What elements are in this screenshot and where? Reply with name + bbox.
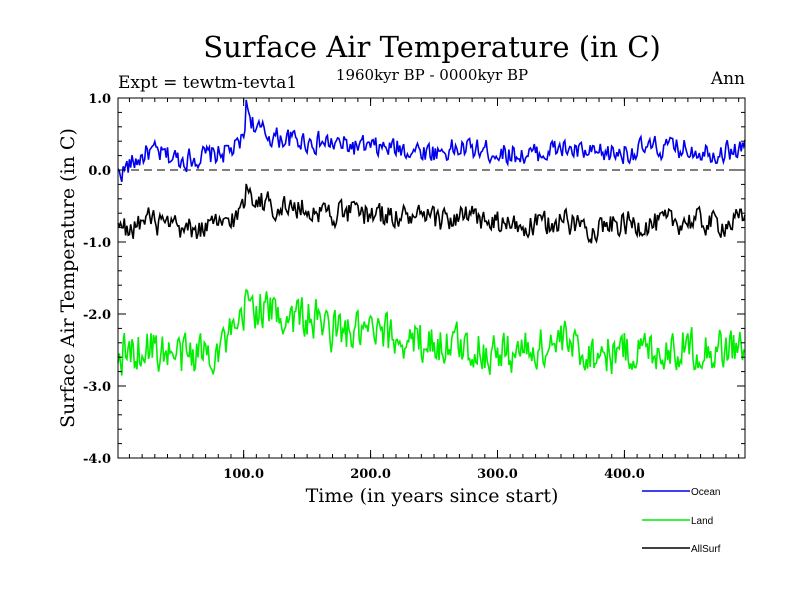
series-line-land: [117, 288, 745, 376]
legend-label-ocean: Ocean: [691, 487, 720, 498]
x-tick-label: 300.0: [477, 467, 518, 482]
series-line-allsurf: [117, 183, 746, 244]
series-line-ocean: [117, 99, 746, 183]
chart-subtitle: 1960kyr BP - 0000kyr BP: [336, 66, 528, 84]
legend-label-allsurf: AllSurf: [691, 544, 721, 555]
y-tick-label: -4.0: [83, 452, 111, 467]
chart-title: Surface Air Temperature (in C): [203, 30, 661, 64]
y-tick-label: -1.0: [83, 236, 111, 251]
y-tick-label: 1.0: [88, 92, 111, 107]
season-label: Ann: [710, 69, 745, 89]
x-axis-label: Time (in years since start): [306, 485, 559, 507]
legend-label-land: Land: [691, 516, 713, 527]
experiment-label: Expt = tewtm-tevta1: [118, 73, 297, 93]
y-tick-label: 0.0: [88, 164, 111, 179]
axes: 1.0 0.0 -1.0 -2.0 -3.0 -4.0 100.0 200.0 300.0 400…: [83, 92, 746, 482]
plot-area: [117, 99, 746, 376]
plot-frame: [117, 97, 746, 459]
y-tick-label: -3.0: [83, 380, 111, 395]
x-tick-label: 100.0: [223, 467, 264, 482]
legend: Ocean Land AllSurf: [642, 487, 721, 555]
y-axis-label: Surface Air Temperature (in C): [57, 128, 79, 428]
y-tick-label: -2.0: [83, 308, 111, 323]
x-tick-label: 200.0: [350, 467, 391, 482]
x-tick-label: 400.0: [604, 467, 645, 482]
